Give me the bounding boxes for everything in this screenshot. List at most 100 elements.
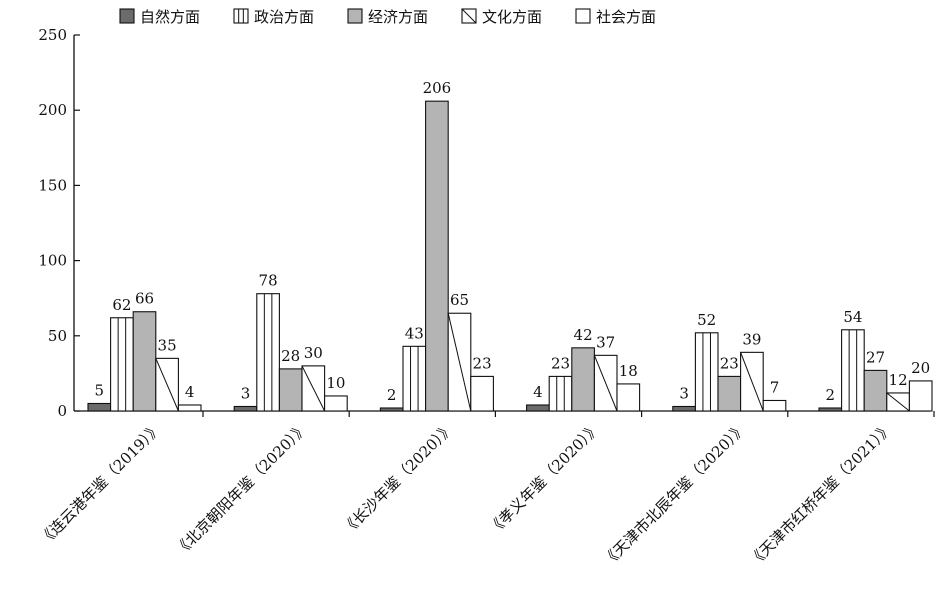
y-tick-label: 200 (38, 101, 67, 119)
data-label: 54 (843, 308, 862, 326)
bar (132, 311, 157, 412)
bar (571, 347, 595, 412)
bar-body (470, 375, 494, 412)
x-axis: 《连云港年鉴（2019）》 《北京朝阳年鉴（2020）》 《长沙年鉴（2020）》《… (35, 410, 935, 570)
data-label: 3 (679, 384, 689, 402)
bar (233, 405, 258, 412)
bar-hatch (740, 352, 764, 412)
data-label: 3 (241, 384, 251, 402)
data-label: 23 (473, 354, 492, 372)
legend-swatch (119, 8, 135, 24)
bar (470, 375, 494, 412)
x-category-label: 《长沙年鉴（2020）》 (338, 419, 457, 538)
data-label: 5 (95, 381, 105, 399)
bar-hatch (593, 355, 618, 412)
bar-body (841, 329, 865, 412)
bar-body (278, 368, 303, 412)
bar-hatch (461, 8, 477, 24)
bar-body (694, 332, 719, 412)
data-label: 65 (450, 291, 469, 309)
x-category-label: 《孝义年鉴（2020）》 (485, 419, 604, 538)
bar-body (575, 8, 591, 24)
legend-item: 文化方面 (461, 8, 542, 26)
bar (762, 399, 787, 412)
legend-label: 社会方面 (596, 8, 656, 26)
data-label: 42 (574, 326, 593, 344)
bar-body (256, 293, 280, 412)
legend: 自然方面 政治方面 经济方面 文化方面 社会方面 (119, 8, 656, 26)
bar-body (132, 311, 157, 412)
bar (155, 357, 179, 412)
data-label: 10 (326, 374, 345, 392)
bar (886, 392, 910, 412)
bar-body (717, 375, 742, 412)
data-label: 4 (185, 383, 195, 401)
bar-body (548, 375, 573, 412)
bar-body (526, 404, 550, 412)
data-label: 62 (112, 296, 131, 314)
y-tick-label: 0 (57, 402, 67, 420)
bar-body (177, 404, 202, 412)
data-label: 206 (423, 79, 452, 97)
bar (593, 354, 618, 412)
data-label: 66 (135, 290, 154, 308)
y-tick-label: 250 (38, 26, 67, 44)
legend-label: 文化方面 (482, 8, 542, 26)
data-label: 23 (720, 354, 739, 372)
bar (87, 402, 112, 412)
x-category-label: 《天津市红桥年鉴（2021）》 (745, 419, 896, 570)
legend-item: 政治方面 (233, 8, 314, 26)
bar (256, 293, 280, 412)
legend-swatch (575, 8, 591, 24)
data-label: 23 (551, 354, 570, 372)
bar-hatch (447, 313, 472, 412)
data-label: 52 (697, 311, 716, 329)
bar-body (87, 402, 112, 412)
bar-body (347, 8, 363, 24)
legend-item: 自然方面 (119, 8, 200, 26)
data-label: 35 (158, 336, 177, 354)
bar-body (863, 369, 888, 412)
y-tick-label: 150 (38, 176, 67, 194)
legend-item: 社会方面 (575, 8, 656, 26)
data-label: 2 (387, 386, 397, 404)
bar-hatch (301, 365, 326, 412)
bar (177, 404, 202, 412)
data-label: 20 (911, 359, 930, 377)
data-label: 30 (304, 344, 323, 362)
data-label: 12 (889, 371, 908, 389)
bar (278, 368, 303, 412)
bar-body (818, 407, 843, 412)
data-label: 18 (619, 362, 638, 380)
y-axis: 0 50 100 150 200 250 (38, 26, 80, 420)
bar (694, 332, 719, 412)
x-category-label: 《天津市北辰年鉴（2020）》 (599, 419, 750, 570)
legend-swatch (461, 8, 477, 24)
bar (548, 375, 573, 412)
bar (379, 407, 404, 412)
bar (526, 404, 550, 412)
bar-body (908, 380, 933, 412)
bar (818, 407, 843, 412)
bar-body (379, 407, 404, 412)
legend-swatch (347, 8, 363, 24)
legend-swatch (233, 8, 249, 24)
data-label: 78 (259, 272, 278, 290)
data-label: 28 (281, 347, 300, 365)
bar-body (425, 100, 449, 412)
bar-hatch (155, 358, 179, 412)
bar-body (402, 345, 427, 412)
bar (447, 312, 472, 412)
x-category-label: 《北京朝阳年鉴（2020）》 (171, 419, 311, 559)
bar-hatch (886, 392, 910, 412)
bar (402, 345, 427, 412)
legend-item: 经济方面 (347, 8, 428, 26)
bar (717, 375, 742, 412)
bar (110, 317, 134, 412)
data-label: 37 (596, 333, 615, 351)
bar-body (571, 347, 595, 412)
bar (324, 395, 348, 412)
bar (908, 380, 933, 412)
